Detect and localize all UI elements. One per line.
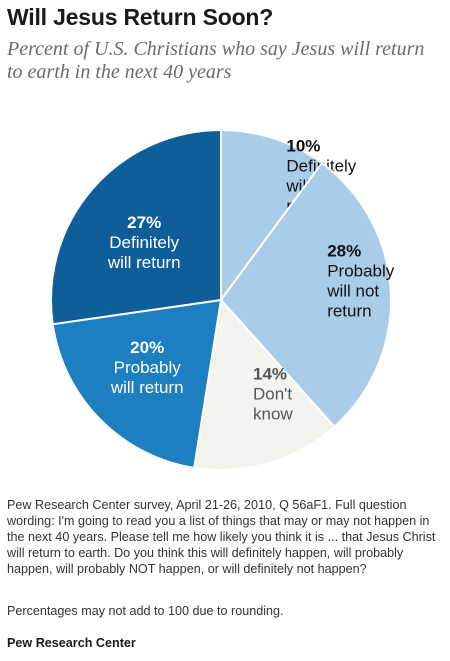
pie-slice	[51, 298, 223, 470]
pie-slice	[220, 128, 324, 304]
slice-category-label: Probably	[114, 358, 182, 377]
pie-slice	[192, 297, 336, 471]
slice-category-label: Definitely	[109, 233, 179, 252]
slice-category-label: Don't	[253, 384, 292, 403]
slice-category-label: will return	[110, 378, 184, 397]
chart-title: Will Jesus Return Soon?	[7, 4, 274, 30]
pie-slice	[219, 161, 392, 429]
slice-percent-label: 14%	[253, 364, 287, 383]
survey-note: Pew Research Center survey, April 21-26,…	[7, 498, 436, 576]
pie-slice	[50, 128, 222, 326]
source-credit: Pew Research Center	[7, 636, 136, 650]
slice-category-label: will return	[107, 253, 181, 272]
slice-percent-label: 27%	[127, 213, 161, 232]
slice-percent-label: 10%	[286, 136, 320, 155]
rounding-note: Percentages may not add to 100 due to ro…	[7, 604, 284, 618]
slice-category-label: return	[327, 301, 371, 320]
slice-category-label: will not	[326, 281, 379, 300]
slice-percent-label: 20%	[130, 338, 164, 357]
chart-subtitle: Percent of U.S. Christians who say Jesus…	[7, 38, 425, 83]
slice-percent-label: 28%	[327, 241, 361, 260]
slice-category-label: Probably	[327, 261, 395, 280]
slice-category-label: know	[253, 404, 293, 423]
